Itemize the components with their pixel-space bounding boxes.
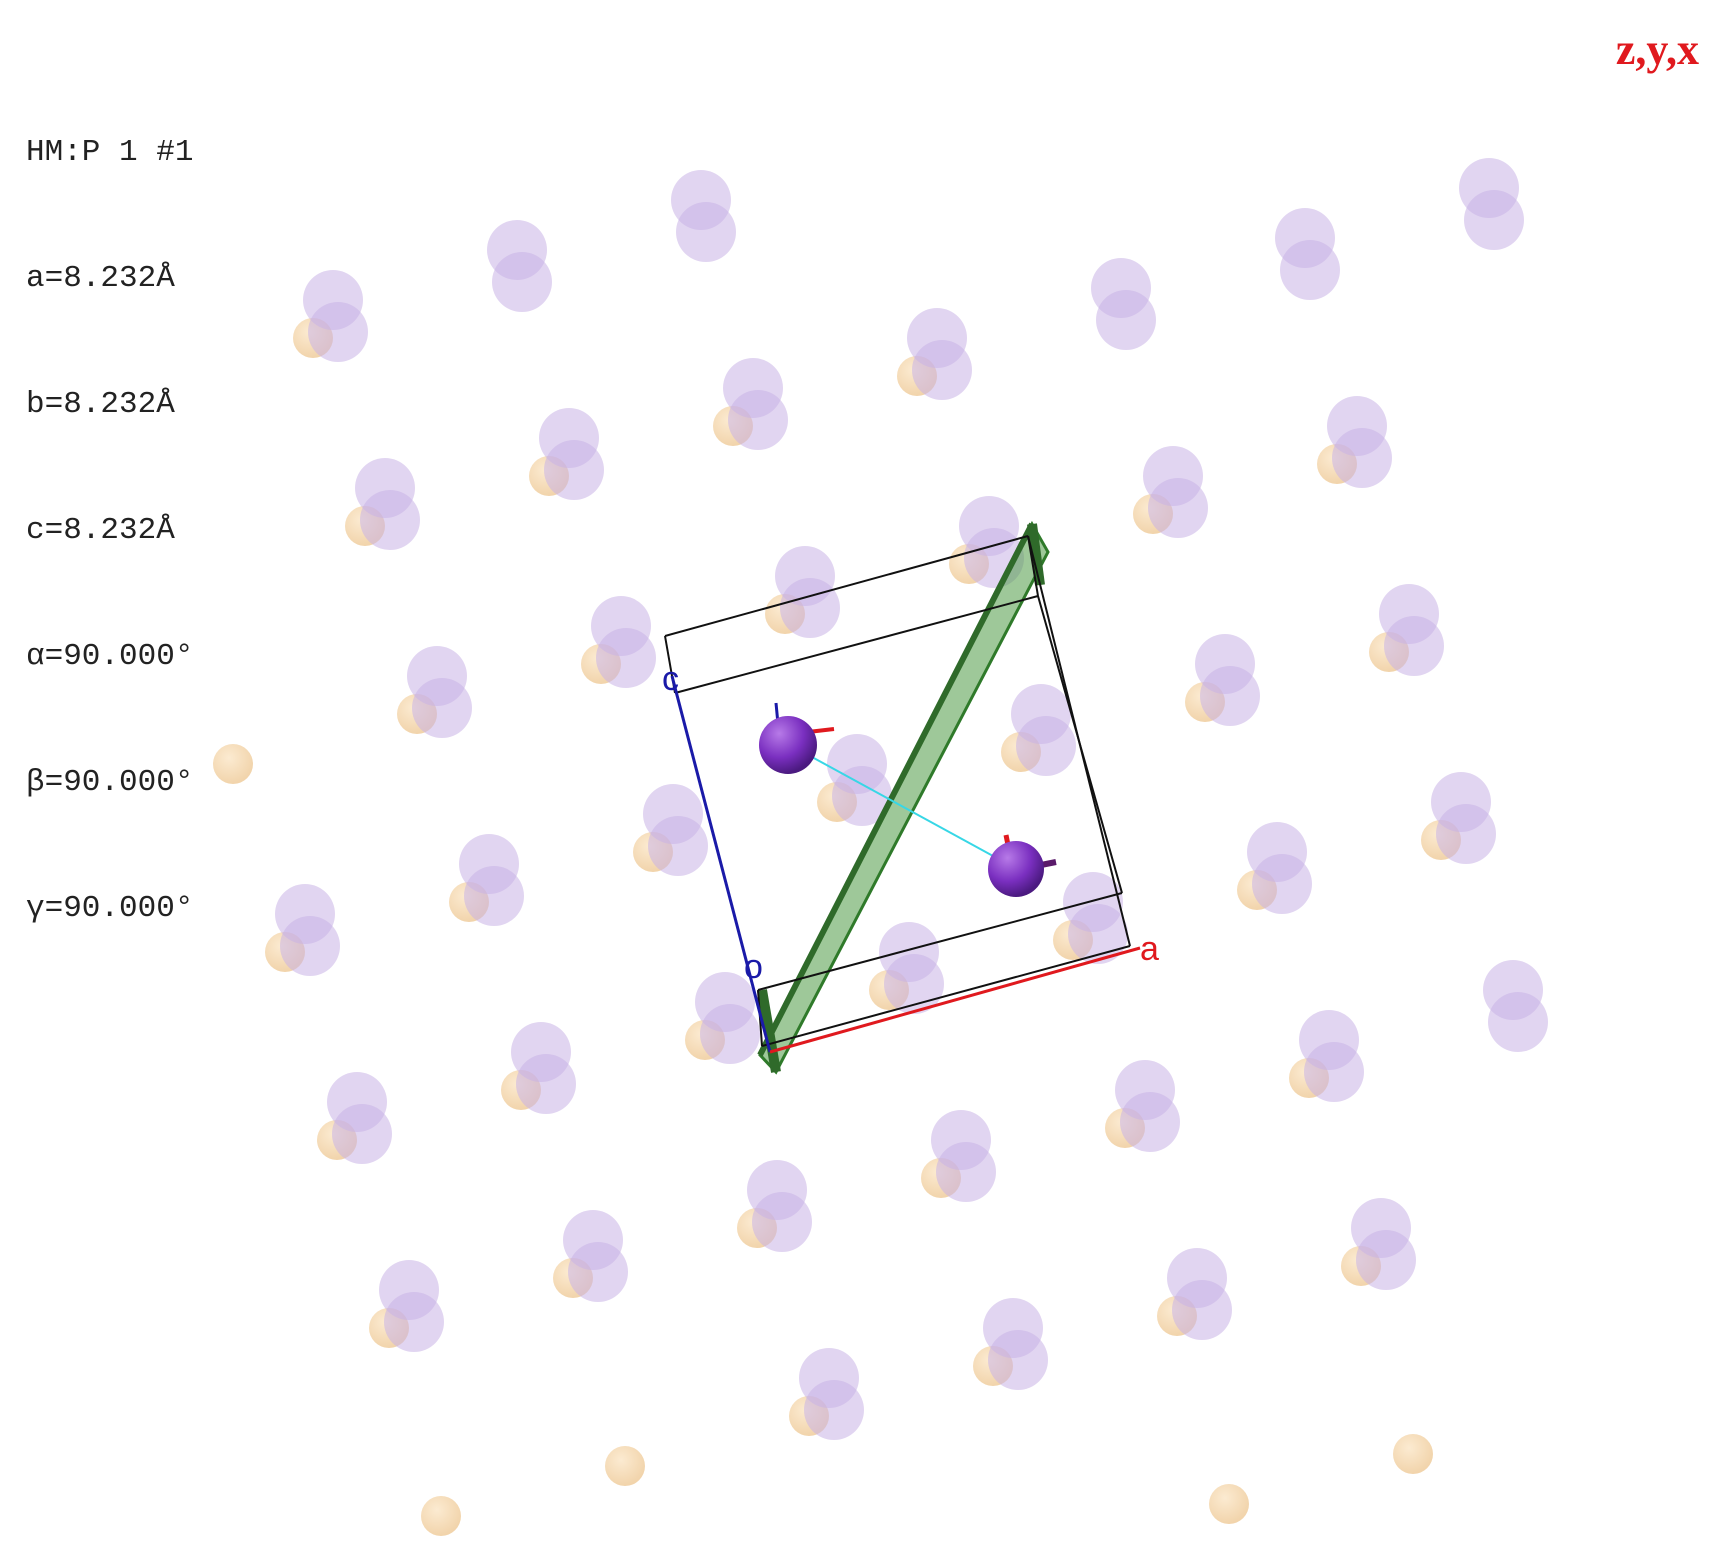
- ghost-atom-pair: [539, 408, 604, 500]
- space-group-label: HM:P 1 #1: [26, 135, 194, 170]
- ghost-atom-small: [1393, 1434, 1433, 1474]
- ghost-atom-pair: [511, 1022, 576, 1114]
- cell-b-length: b=8.232Å: [26, 387, 175, 422]
- ghost-atom-small: [213, 744, 253, 784]
- ghost-atom-pair: [907, 308, 972, 400]
- axis-label-a: a: [1140, 930, 1159, 968]
- ghost-atom-pair: [407, 646, 472, 738]
- ghost-atom-pair: [1011, 684, 1076, 776]
- ghost-atom-pair: [983, 1298, 1048, 1390]
- ghost-atom-pair: [695, 972, 760, 1064]
- cell-a-length: a=8.232Å: [26, 261, 175, 296]
- bond: [789, 744, 1016, 869]
- ghost-atom-pair: [275, 884, 340, 976]
- cell-beta-angle: β=90.000°: [26, 765, 194, 800]
- ghost-atom-small: [421, 1496, 461, 1536]
- lattice-plane-edge: [757, 522, 1035, 1057]
- ghost-atom-pair: [1063, 872, 1128, 964]
- cell-edge: [1037, 595, 1123, 894]
- ghost-atom-pair: [327, 1072, 392, 1164]
- cell-gamma-angle: γ=90.000°: [26, 891, 194, 926]
- axis-a: [769, 946, 1141, 1054]
- ghost-atom-pair: [1115, 1060, 1180, 1152]
- ghost-atom-pair: [303, 270, 368, 362]
- ghost-atom-pair: [355, 458, 420, 550]
- axis-c: [670, 675, 772, 1053]
- cell-edge: [761, 945, 1131, 1047]
- ghost-atom-small: [605, 1446, 645, 1486]
- ghost-atom-pair: [799, 1348, 864, 1440]
- cell-atom[interactable]: [759, 702, 835, 774]
- ghost-atom-small: [1209, 1484, 1249, 1524]
- ghost-atom-pair: [827, 734, 892, 826]
- ghost-atom-pair: [1379, 584, 1444, 676]
- ghost-atom-pair: [1351, 1198, 1416, 1290]
- ghost-atom-pair: [775, 546, 840, 638]
- ghost-atoms-large-layer: [275, 158, 1548, 1440]
- ghost-atom-pair: [1143, 446, 1208, 538]
- ghost-atom-pair: [1483, 960, 1548, 1052]
- ghost-atom-pair: [747, 1160, 812, 1252]
- cell-edge: [757, 892, 1123, 991]
- ghost-atom-pair: [643, 784, 708, 876]
- axis-label-c: c: [662, 660, 679, 698]
- ghost-atom-pair: [1299, 1010, 1364, 1102]
- ghost-atom-pair: [931, 1110, 996, 1202]
- ghost-atom-pair: [591, 596, 656, 688]
- axis-label-origin: o: [744, 948, 763, 986]
- ghost-atom-pair: [459, 834, 524, 926]
- ghost-atom-pair: [1091, 258, 1156, 350]
- cell-c-length: c=8.232Å: [26, 513, 175, 548]
- ghost-atom-pair: [671, 170, 736, 262]
- ghost-atom-pair: [563, 1210, 628, 1302]
- ghost-atom-pair: [1167, 1248, 1232, 1340]
- ghost-atom-pair: [1275, 208, 1340, 300]
- ghost-atom-pair: [1431, 772, 1496, 864]
- ghost-atom-pair: [1327, 396, 1392, 488]
- cell-edge: [664, 535, 1029, 637]
- ghost-atom-pair: [1247, 822, 1312, 914]
- ghost-atom-pair: [723, 358, 788, 450]
- ghost-atom-pair: [1195, 634, 1260, 726]
- cell-edge: [1027, 535, 1039, 597]
- orientation-label: z,y,x: [1615, 25, 1699, 74]
- ghost-atom-pair: [879, 922, 944, 1014]
- ghost-atom-pair: [379, 1260, 444, 1352]
- unit-cell-box: [664, 535, 1131, 1047]
- cell-parameters-panel: HM:P 1 #1 a=8.232Å b=8.232Å c=8.232Å α=9…: [26, 48, 193, 972]
- lattice-plane-edge: [757, 989, 781, 1073]
- ghost-atom-pair: [1459, 158, 1524, 250]
- cell-alpha-angle: α=90.000°: [26, 639, 194, 674]
- ghost-atom-pair: [487, 220, 552, 312]
- cell-edge: [674, 595, 1039, 694]
- cell-atom[interactable]: [988, 834, 1057, 897]
